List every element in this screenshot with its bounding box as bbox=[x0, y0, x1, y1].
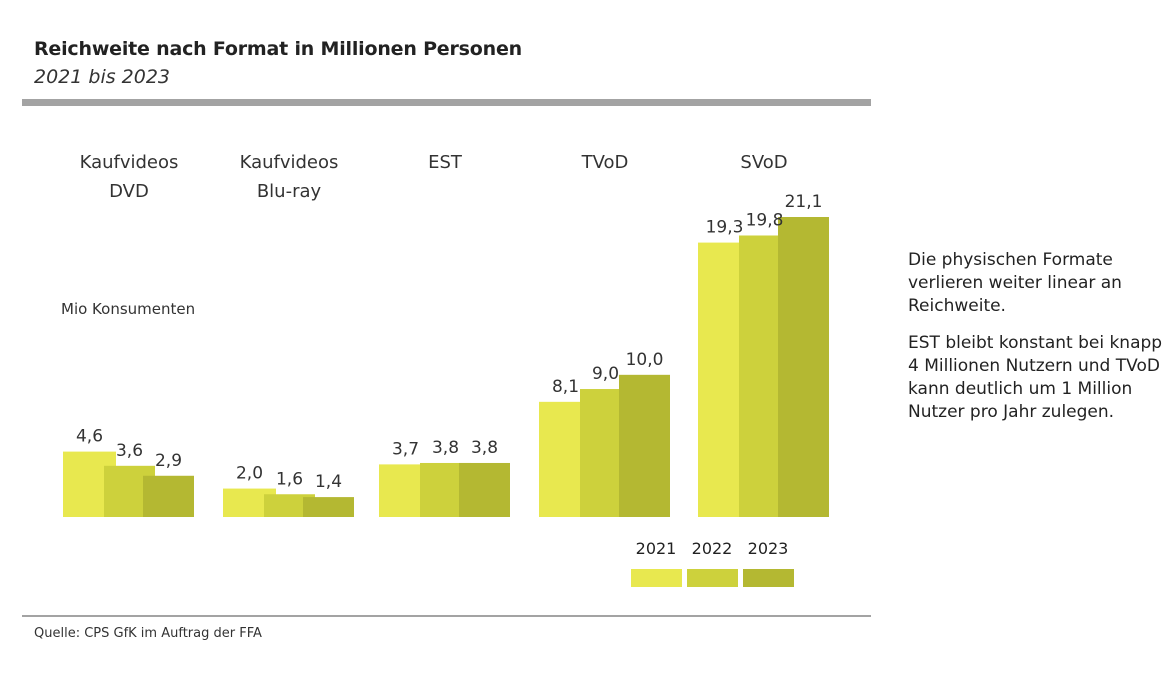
legend-label-2022: 2022 bbox=[692, 539, 733, 558]
data-label-2023: 10,0 bbox=[626, 350, 664, 370]
category-label: TVoD bbox=[581, 152, 629, 173]
annotation-est-tvod: EST bleibt konstant bei knapp 4 Millione… bbox=[908, 333, 1163, 422]
data-label-2021: 3,7 bbox=[392, 439, 419, 459]
category-label: Kaufvideos bbox=[80, 152, 179, 173]
data-label-2021: 4,6 bbox=[76, 427, 103, 447]
data-label-2022: 3,6 bbox=[116, 441, 143, 461]
legend-label-2021: 2021 bbox=[636, 539, 677, 558]
bar-2023 bbox=[778, 217, 829, 517]
data-label-2021: 2,0 bbox=[236, 464, 263, 484]
source-note: Quelle: CPS GfK im Auftrag der FFA bbox=[34, 626, 262, 641]
legend-label-2023: 2023 bbox=[748, 539, 789, 558]
data-label-2022: 3,8 bbox=[432, 438, 459, 458]
bar-2023 bbox=[143, 475, 194, 517]
bar-2022 bbox=[264, 494, 315, 517]
bottom-divider bbox=[22, 615, 871, 617]
bar-chart: Mio Konsumenten Kaufvideos DVD Kaufvideos Bl… bbox=[61, 152, 829, 587]
bar-2023 bbox=[459, 462, 510, 517]
legend-swatch-2023 bbox=[743, 569, 794, 587]
category-label: Blu-ray bbox=[257, 181, 322, 202]
legend-swatch-2022 bbox=[687, 569, 738, 587]
data-label-2022: 9,0 bbox=[592, 364, 619, 384]
data-label-2023: 1,4 bbox=[315, 472, 342, 492]
bar-2023 bbox=[303, 497, 354, 517]
data-label-2021: 8,1 bbox=[552, 377, 579, 397]
chart-title: Reichweite nach Format in Millionen Pers… bbox=[34, 38, 522, 60]
data-label-2023: 21,1 bbox=[785, 192, 823, 212]
data-label-2021: 19,3 bbox=[706, 218, 744, 238]
data-label-2022: 19,8 bbox=[746, 210, 784, 230]
data-label-2023: 3,8 bbox=[471, 438, 498, 458]
chart-subtitle: 2021 bis 2023 bbox=[34, 66, 171, 88]
top-divider bbox=[22, 99, 871, 106]
y-axis-label: Mio Konsumenten bbox=[61, 300, 195, 318]
annotation-physical-formats: Die physischen Formate verlieren weiter … bbox=[908, 250, 1122, 316]
category-label: DVD bbox=[109, 181, 149, 202]
legend-swatch-2021 bbox=[631, 569, 682, 587]
category-label: EST bbox=[428, 152, 463, 173]
category-label: SVoD bbox=[740, 152, 787, 173]
category-label: Kaufvideos bbox=[240, 152, 339, 173]
data-label-2022: 1,6 bbox=[276, 469, 303, 489]
data-label-2023: 2,9 bbox=[155, 451, 182, 471]
bar-2023 bbox=[619, 374, 670, 517]
